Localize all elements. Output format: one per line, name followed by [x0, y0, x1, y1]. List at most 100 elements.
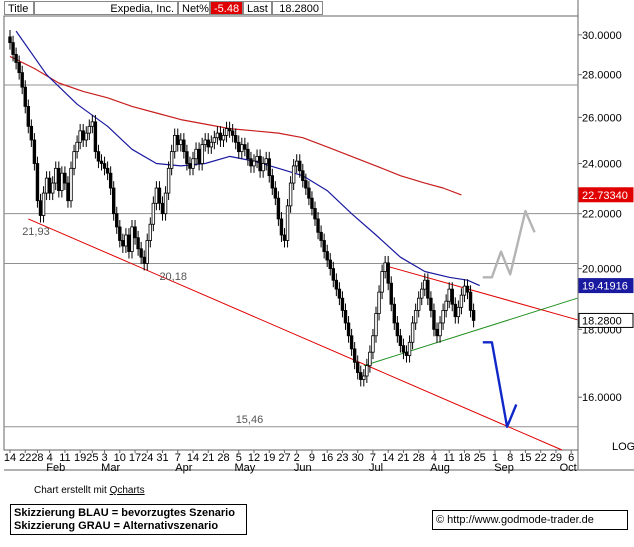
value-tag-bg-0 — [578, 187, 634, 203]
price-bar-29 — [96, 151, 101, 162]
x-tick-label-10: 24 — [141, 452, 153, 464]
x-tick-label-24: 30 — [352, 452, 364, 464]
y-tick-label-7: 16.0000 — [582, 392, 622, 404]
price-bar-65 — [206, 139, 210, 148]
price-bar-152 — [471, 310, 476, 321]
scenario-path-1 — [482, 209, 536, 279]
x-tick-label-21: 9 — [309, 452, 315, 464]
price-bar-46 — [148, 223, 152, 241]
x-tick-label-32: 25 — [474, 452, 486, 464]
last-value: 18.2800 — [272, 1, 323, 15]
price-bar-134 — [416, 297, 421, 311]
price-bar-42 — [136, 237, 140, 250]
price-bar-10 — [38, 200, 43, 216]
price-bar-44 — [142, 256, 146, 264]
price-bar-121 — [377, 291, 381, 314]
price-bar-28 — [93, 121, 98, 153]
price-bar-66 — [209, 141, 213, 148]
x-tick-label-28: 28 — [413, 452, 425, 464]
price-bar-22 — [75, 141, 79, 153]
price-bar-83 — [261, 163, 265, 172]
price-bar-68 — [215, 132, 220, 139]
price-bar-73 — [230, 130, 235, 136]
price-bar-137 — [426, 279, 430, 299]
price-bar-67 — [212, 137, 217, 143]
x-tick-label-16: 5 — [236, 452, 242, 464]
price-bar-133 — [413, 310, 418, 324]
x-tick-label-4: 11 — [59, 452, 70, 464]
price-bar-41 — [133, 226, 137, 239]
price-bar-23 — [78, 130, 82, 143]
price-bar-144 — [447, 288, 451, 302]
price-bar-148 — [459, 294, 464, 308]
price-bar-34 — [112, 187, 116, 215]
price-bar-47 — [151, 202, 156, 225]
price-bar-84 — [264, 158, 268, 164]
x-tick-label-20: 2 — [294, 452, 300, 464]
month-label-1: Mar — [101, 462, 120, 474]
credit-link[interactable]: Qcharts — [109, 485, 145, 496]
x-tick-label-38: 6 — [568, 452, 574, 464]
price-bar-96 — [301, 170, 305, 181]
price-bar-77 — [243, 144, 247, 150]
price-bar-63 — [200, 144, 204, 164]
price-bar-49 — [157, 187, 162, 204]
x-tick-label-29: 4 — [431, 452, 437, 464]
price-bar-93 — [291, 165, 296, 184]
price-bar-90 — [282, 234, 287, 241]
price-bar-97 — [304, 180, 308, 189]
plot-frame — [3, 15, 579, 451]
price-bar-95 — [298, 160, 302, 172]
price-bar-114 — [355, 361, 360, 373]
price-bar-19 — [66, 182, 70, 202]
price-bar-76 — [240, 144, 244, 153]
price-bar-2 — [14, 54, 18, 63]
annotation-0: 21,93 — [22, 226, 50, 238]
trend-line-1 — [384, 265, 578, 321]
price-bar-151 — [468, 291, 473, 311]
source-url[interactable]: © http://www.godmode-trader.de — [432, 510, 628, 530]
y-tick-label-2: 26.0000 — [582, 112, 622, 124]
price-bar-50 — [160, 202, 165, 215]
y-tick-label-4: 22.0000 — [582, 209, 622, 221]
price-bar-132 — [410, 322, 415, 343]
ma-red-line — [9, 55, 462, 196]
price-bar-54 — [172, 134, 177, 153]
title-label: Title — [4, 1, 34, 15]
price-bar-123 — [383, 262, 387, 272]
price-bar-135 — [420, 288, 424, 299]
x-tick-label-37: 29 — [550, 452, 562, 464]
price-bar-136 — [423, 279, 427, 290]
price-bar-88 — [276, 197, 281, 220]
price-bar-56 — [179, 139, 183, 146]
price-bar-64 — [203, 139, 207, 146]
chart-credit: Chart erstellt mit Qcharts — [34, 485, 145, 496]
x-tick-label-5: 19 — [74, 452, 86, 464]
x-tick-label-11: 31 — [156, 452, 168, 464]
price-bar-0 — [8, 36, 12, 44]
price-bar-120 — [374, 313, 378, 337]
y-tick-label-3: 24.0000 — [582, 159, 622, 171]
trend-line-0 — [28, 218, 563, 451]
price-bar-130 — [404, 351, 409, 356]
price-bar-71 — [224, 128, 229, 136]
x-tick-label-22: 16 — [321, 452, 333, 464]
price-bar-48 — [154, 187, 159, 204]
price-bar-17 — [60, 172, 64, 191]
price-bar-58 — [185, 151, 189, 164]
price-bar-129 — [401, 345, 406, 353]
price-bar-3 — [17, 62, 21, 74]
price-bar-138 — [429, 297, 433, 311]
x-tick-label-35: 15 — [519, 452, 531, 464]
month-label-0: Feb — [46, 462, 65, 474]
price-bar-32 — [105, 167, 110, 174]
price-bar-12 — [44, 177, 49, 194]
net-percent-label: Net% — [178, 1, 210, 15]
price-bar-75 — [237, 141, 241, 153]
price-bar-102 — [319, 231, 323, 241]
last-label: Last — [243, 1, 272, 15]
price-bar-116 — [362, 375, 366, 380]
price-bar-150 — [465, 285, 470, 293]
price-bar-145 — [450, 288, 454, 305]
annotation-2: 15,46 — [236, 414, 264, 426]
